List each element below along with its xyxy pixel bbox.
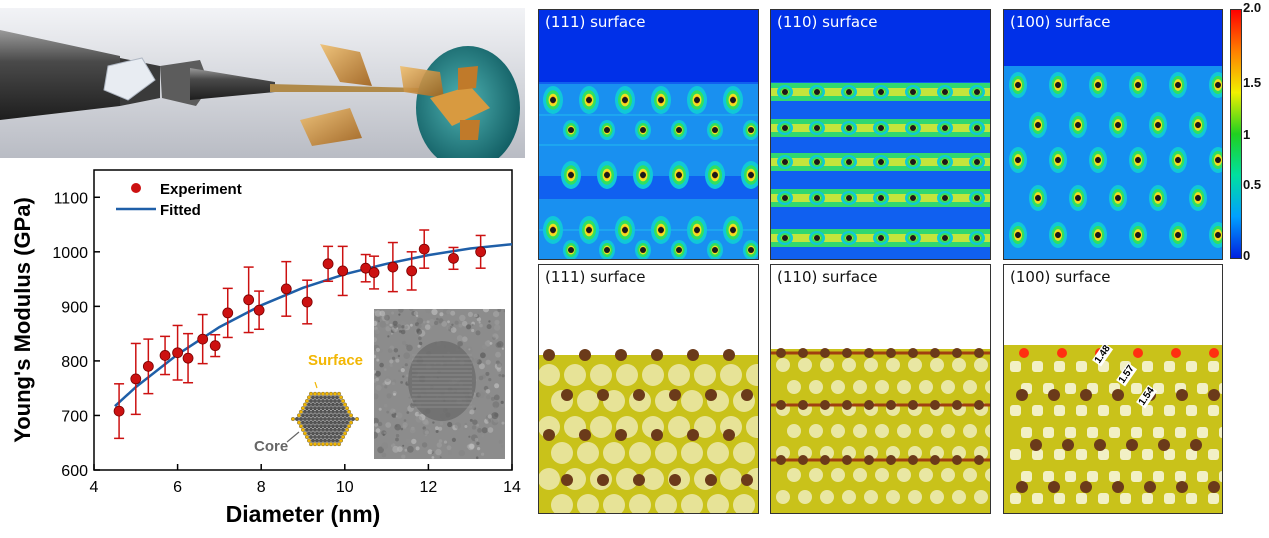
x-tick-label: 6: [173, 479, 182, 496]
x-tick-label: 10: [336, 479, 354, 496]
density-map-111: (111) surface: [538, 9, 759, 260]
surface-pointer: [314, 381, 318, 389]
x-tick-label: 12: [420, 479, 438, 496]
data-point: [142, 360, 154, 372]
panel-label: (111) surface: [545, 268, 646, 286]
data-point: [448, 252, 459, 264]
fitted-curve: [114, 242, 513, 408]
data-point: [406, 265, 418, 277]
y-axis-label: Young's Modulus (GPa): [10, 197, 35, 443]
y-tick-label: 600: [61, 463, 88, 480]
colorbar-tick: 1.5: [1243, 75, 1262, 90]
data-point: [322, 258, 334, 270]
panel-label: (100) surface: [1010, 268, 1111, 286]
colorbar: [1230, 9, 1242, 259]
data-point: [418, 243, 430, 255]
surface-label: Surface: [308, 352, 364, 369]
data-point: [360, 262, 372, 274]
core-pointer: [286, 431, 300, 443]
legend-label-experiment: Experiment: [160, 181, 242, 198]
data-point: [253, 304, 265, 316]
data-point: [130, 373, 142, 385]
density-map-100: (100) surface: [1003, 9, 1223, 260]
y-tick-label: 1100: [54, 190, 89, 207]
y-tick-label: 1000: [52, 245, 88, 262]
data-point: [197, 333, 209, 345]
structure-100: (100) surface 1.48 1.57 1.54: [1003, 264, 1223, 514]
data-point: [113, 405, 125, 417]
data-point: [222, 307, 234, 319]
structure-110: (110) surface: [770, 264, 991, 514]
x-tick-label: 8: [257, 479, 266, 496]
data-point: [182, 352, 194, 364]
y-tick-label: 700: [61, 408, 88, 425]
data-point: [280, 283, 292, 295]
colorbar-tick: 0.5: [1243, 177, 1262, 192]
data-point: [209, 340, 221, 352]
y-tick-label: 800: [61, 354, 88, 371]
data-point: [387, 261, 399, 273]
data-point: [368, 267, 380, 278]
tem-inset: [374, 309, 505, 459]
legend-label-fitted: Fitted: [160, 202, 201, 219]
data-point: [172, 347, 184, 359]
probe-render: [0, 8, 525, 158]
data-point: [243, 294, 255, 306]
structure-111: (111) surface: [538, 264, 759, 514]
legend-marker-experiment: [131, 183, 141, 193]
colorbar-gradient: [1231, 10, 1241, 258]
colorbar-tick: 2.0: [1243, 0, 1262, 15]
x-tick-label: 4: [90, 479, 99, 496]
panel-label: (110) surface: [777, 13, 878, 31]
y-tick-label: 900: [61, 299, 88, 316]
x-axis-label: Diameter (nm): [226, 501, 381, 527]
nanoparticle-model: [285, 381, 375, 456]
modulus-chart: 4 6 8 10 12 14 600 700 800 900 1000 1100 Diameter (n…: [0, 160, 528, 533]
panel-label: (110) surface: [777, 268, 878, 286]
data-point: [301, 296, 313, 308]
panel-label: (100) surface: [1010, 13, 1111, 31]
data-point: [337, 265, 349, 277]
x-tick-label: 14: [503, 479, 521, 496]
data-point: [475, 246, 487, 258]
core-label: Core: [254, 438, 289, 455]
colorbar-tick: 0: [1243, 248, 1251, 263]
plot-frame: [93, 169, 513, 471]
density-map-110: (110) surface: [770, 9, 991, 260]
nanoparticle-core: [408, 341, 476, 421]
colorbar-tick: 1: [1243, 127, 1251, 142]
panel-label: (111) surface: [545, 13, 646, 31]
data-point: [159, 350, 171, 361]
